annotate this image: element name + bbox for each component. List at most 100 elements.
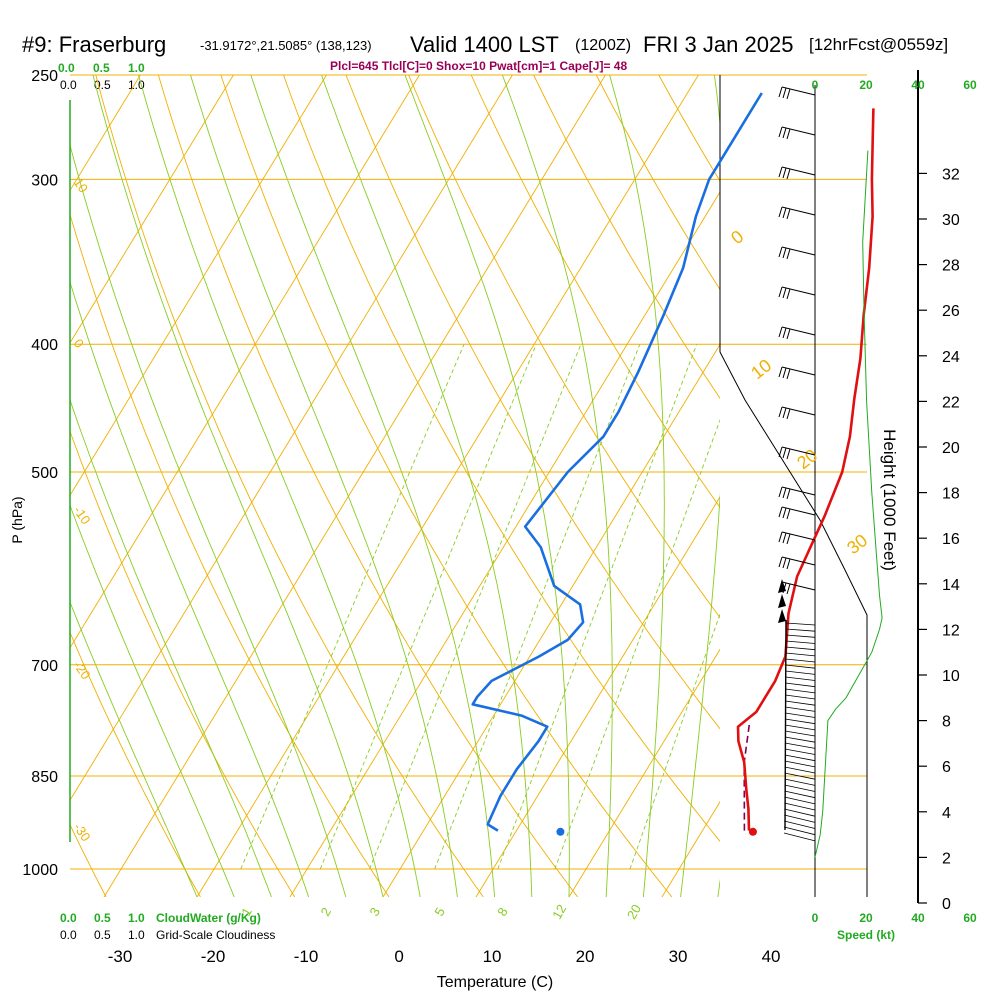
wind-barb-feather <box>786 488 791 500</box>
dewpoint-trace <box>471 92 763 832</box>
wind-barb <box>781 446 816 456</box>
wind-barb <box>785 646 816 651</box>
wind-barb <box>785 700 816 706</box>
speed-tick-label-top: 0 <box>812 78 819 92</box>
wind-barb <box>785 676 816 681</box>
dry-adiabat <box>95 75 484 897</box>
bottom-cloudiness-1: 0.5 <box>94 928 111 942</box>
wind-barb-pennant <box>778 609 786 623</box>
top-cloudiness-1: 0.5 <box>94 78 111 92</box>
wind-panel <box>778 86 883 858</box>
moist-adiabat <box>70 280 310 897</box>
wind-barb <box>785 628 816 632</box>
height-tick-label: 0 <box>942 896 951 913</box>
top-cloudiness-0: 0.0 <box>60 78 77 92</box>
sounding-traces <box>471 92 875 836</box>
moist-adiabat <box>92 75 384 897</box>
height-tick-label: 32 <box>942 166 960 183</box>
wind-barb <box>785 658 816 663</box>
wind-barb-feather <box>786 168 791 180</box>
chart-title-utc: (1200Z) <box>575 37 631 54</box>
chart-title-station: #9: Fraserburg <box>22 32 166 57</box>
wind-barb-feather <box>782 167 787 179</box>
moist-adiabat <box>680 75 720 897</box>
wind-barb-feather <box>782 557 787 569</box>
wind-barb-feather <box>786 328 791 340</box>
wind-barb-feather <box>786 448 791 460</box>
wind-barb-feather <box>782 447 787 459</box>
wind-barb-feather <box>786 208 791 220</box>
bottom-cloudiness-0: 0.0 <box>60 928 77 942</box>
wind-barb-pennant <box>778 579 786 593</box>
dry-adiabat <box>972 75 1000 897</box>
wind-barb <box>785 634 816 638</box>
height-tick-label: 4 <box>942 805 951 822</box>
wind-barb <box>784 754 816 762</box>
isotherm <box>103 75 606 897</box>
temperature-trace <box>736 108 875 831</box>
wind-barb <box>781 506 816 516</box>
pressure-tick-label: 250 <box>31 68 58 85</box>
moist-adiabat <box>609 75 665 897</box>
isotherm <box>382 343 720 897</box>
wind-barb-feather <box>782 207 787 219</box>
wind-barb <box>784 778 816 786</box>
wind-barb <box>785 688 816 694</box>
wind-barb-feather <box>778 446 783 458</box>
temperature-tick-label: 30 <box>669 947 688 966</box>
moist-adiabat <box>755 75 883 897</box>
height-tick-label: 10 <box>942 668 960 685</box>
wind-barb-feather <box>782 532 787 544</box>
moist-adiabat <box>501 75 613 897</box>
temperature-tick-label: -20 <box>201 947 226 966</box>
wind-barb <box>784 724 816 731</box>
speed-axis-title: Speed (kt) <box>837 928 895 942</box>
pressure-tick-label: 500 <box>31 465 58 482</box>
wind-barb-feather <box>782 327 787 339</box>
bottom-cloudwater-0: 0.0 <box>60 911 77 925</box>
sounding-indices: Plcl=645 Tlcl[C]=0 Shox=10 Pwat[cm]=1 Ca… <box>330 59 627 73</box>
wind-barb <box>781 406 816 416</box>
temperature-axis-title: Temperature (C) <box>437 974 553 991</box>
isotherm-label: 10 <box>747 355 775 383</box>
speed-tick-label-top: 60 <box>963 78 977 92</box>
mixing-ratio-label: 2 <box>317 905 334 919</box>
dry-adiabat <box>70 429 296 897</box>
wind-barb-feather <box>786 368 791 380</box>
wind-barb <box>784 808 816 817</box>
isotherm <box>70 75 327 497</box>
mixing-ratio-line <box>554 418 720 870</box>
isotherm <box>70 75 513 802</box>
wind-barb <box>785 718 816 725</box>
wind-barb-feather <box>778 86 783 98</box>
isotherm-label: 30 <box>843 530 871 558</box>
wind-barb-feather <box>786 558 791 570</box>
wind-barb-feather <box>778 166 783 178</box>
wind-barb-feather <box>786 88 791 100</box>
wind-barb <box>785 664 816 669</box>
wind-barb <box>784 760 816 768</box>
wind-barb-pennant <box>778 594 786 608</box>
wind-barb-feather <box>778 406 783 418</box>
dry-adiabat-label: -30 <box>71 820 94 844</box>
speed-tick-label-top: 20 <box>859 78 873 92</box>
dry-adiabat <box>0 75 12 897</box>
wind-barb-feather <box>786 533 791 545</box>
mixing-ratio-line <box>434 344 641 870</box>
height-tick-label: 8 <box>942 714 951 731</box>
moist-adiabat <box>190 75 458 897</box>
wind-barb <box>781 581 816 591</box>
wind-barb <box>781 556 816 566</box>
temperature-tick-label: 10 <box>483 947 502 966</box>
wind-barb-staff-low <box>784 619 787 831</box>
wind-barb <box>784 820 816 829</box>
wind-barb-feather <box>782 87 787 99</box>
speed-tick-label-top: 40 <box>911 78 925 92</box>
temperature-tick-label: -10 <box>294 947 319 966</box>
wind-barb <box>785 682 816 688</box>
wind-panel-border <box>719 75 868 897</box>
wind-barb-feather <box>786 288 791 300</box>
isotherm <box>755 75 1000 897</box>
wind-barb <box>784 790 816 799</box>
